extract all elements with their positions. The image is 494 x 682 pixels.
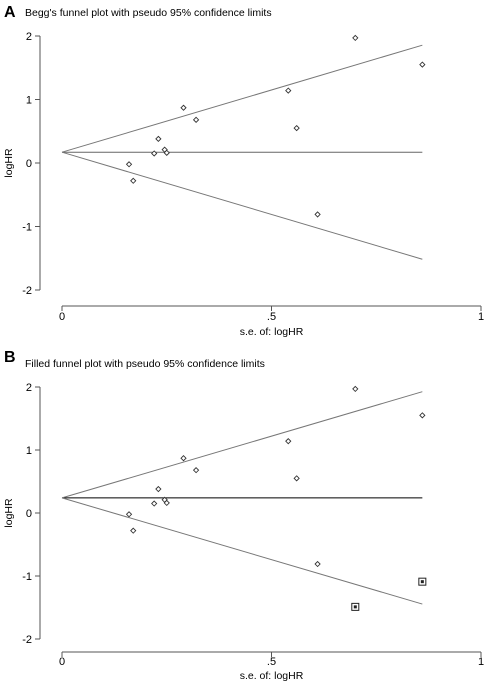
upper-confidence-limit-line [61, 391, 423, 499]
x-tick-label: 0 [59, 311, 65, 323]
y-tick-label: 0 [26, 508, 32, 520]
study-point [192, 467, 200, 474]
panel-b: B Filled funnel plot with pseudo 95% conf… [3, 349, 484, 682]
study-point [155, 135, 162, 143]
y-tick-label: 2 [26, 382, 32, 394]
x-tick-label: 1 [478, 311, 484, 323]
lower-confidence-limit-line [61, 151, 423, 260]
study-point [163, 149, 170, 156]
y-axis-label: logHR [3, 148, 15, 178]
study-point [314, 560, 321, 568]
x-tick-label: .5 [267, 656, 276, 668]
y-axis-label: logHR [3, 498, 15, 528]
study-point [163, 499, 170, 507]
y-tick-label: 2 [26, 31, 32, 43]
chart-title: Filled funnel plot with pseudo 95% confi… [25, 358, 265, 370]
y-tick-label: 1 [26, 95, 32, 107]
x-tick-label: .5 [267, 311, 276, 323]
study-point [314, 211, 321, 218]
study-point [285, 438, 292, 445]
y-tick-label: 1 [26, 445, 32, 457]
imputed-marker-center [353, 605, 357, 609]
x-axis-label: s.e. of: logHR [240, 326, 304, 338]
y-tick-label: -2 [22, 634, 32, 646]
study-point [151, 150, 158, 157]
upper-confidence-limit-line [61, 44, 423, 153]
panel-label: A [4, 4, 16, 21]
study-point [125, 511, 133, 518]
imputed-study-point [418, 577, 427, 586]
study-point [130, 177, 137, 184]
study-point [192, 116, 200, 123]
study-point [352, 385, 359, 393]
x-axis-label: s.e. of: logHR [240, 670, 304, 682]
study-point [293, 475, 300, 482]
study-point [285, 87, 292, 94]
x-tick-label: 1 [478, 656, 484, 668]
panel-label: B [4, 349, 16, 366]
study-point [180, 455, 187, 462]
study-point [293, 124, 300, 132]
y-tick-label: -1 [22, 222, 32, 234]
study-point [419, 412, 426, 419]
study-point [352, 34, 359, 42]
study-point [125, 161, 133, 168]
study-point [130, 527, 137, 534]
panel-a: A Begg's funnel plot with pseudo 95% conf… [3, 4, 484, 338]
study-point [180, 104, 187, 111]
y-tick-label: 0 [26, 158, 32, 170]
imputed-marker-center [420, 580, 424, 584]
x-tick-label: 0 [59, 656, 65, 668]
study-point [419, 61, 426, 68]
lower-confidence-limit-line [61, 497, 423, 605]
chart-title: Begg's funnel plot with pseudo 95% confi… [25, 7, 272, 19]
y-tick-label: -2 [22, 285, 32, 297]
study-point [151, 500, 158, 507]
imputed-study-point [351, 602, 360, 611]
y-tick-label: -1 [22, 571, 32, 583]
study-point [155, 485, 162, 493]
